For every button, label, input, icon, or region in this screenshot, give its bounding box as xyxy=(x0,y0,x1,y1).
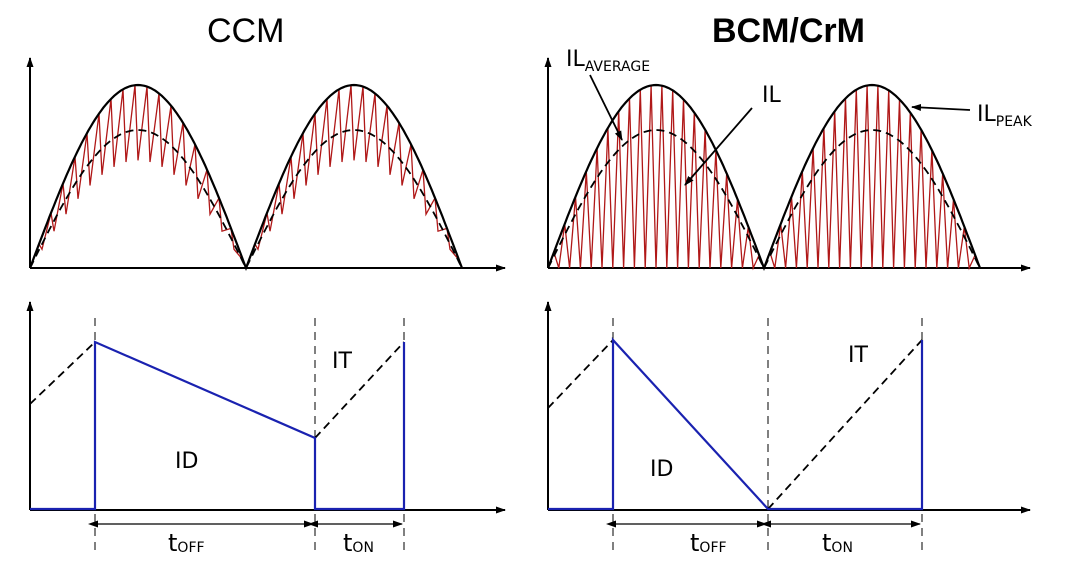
bcm-title: BCM/CrM xyxy=(712,12,865,50)
il-arrow xyxy=(684,107,753,186)
il-average-label: ILAVERAGE xyxy=(566,47,650,75)
ccm-inductor-current-plot xyxy=(26,57,506,272)
ccm-it-label: IT xyxy=(332,349,352,374)
ccm-average-envelope xyxy=(29,129,463,270)
bcm-ton-label: tON xyxy=(822,529,853,557)
bcm-id-label: ID xyxy=(650,457,673,482)
ccm-peak-envelope xyxy=(28,83,464,272)
ccm-it-ramp-1 xyxy=(29,341,96,405)
bcm-peak-envelope xyxy=(546,83,982,272)
bcm-toff-label: tOFF xyxy=(690,529,727,557)
il-average-arrow xyxy=(589,74,623,141)
ccm-toff-label: tOFF xyxy=(168,529,205,557)
il-peak-label: ILPEAK xyxy=(977,102,1033,130)
il-peak-arrow xyxy=(911,103,971,111)
bcm-inductor-ripple xyxy=(547,85,981,271)
ccm-inductor-ripple xyxy=(29,85,463,270)
bcm-it-label: IT xyxy=(848,343,868,368)
ccm-id-waveform xyxy=(30,340,406,511)
ccm-id-label: ID xyxy=(175,449,198,474)
bcm-inductor-current-plot: ILAVERAGE IL ILPEAK xyxy=(544,47,1033,272)
bcm-it-ramp-1 xyxy=(547,339,614,409)
il-label: IL xyxy=(762,83,781,108)
bcm-average-envelope xyxy=(547,129,981,270)
bcm-it-ramp-2 xyxy=(767,339,923,510)
bcm-id-waveform xyxy=(548,337,924,511)
ccm-switch-current-plot: IT ID tOFF tON xyxy=(26,301,506,557)
bcm-switch-current-plot: IT ID tOFF tON xyxy=(544,301,1031,557)
ccm-it-ramp-2 xyxy=(314,341,405,439)
ccm-ton-label: tON xyxy=(343,529,374,557)
ccm-title: CCM xyxy=(207,12,285,50)
